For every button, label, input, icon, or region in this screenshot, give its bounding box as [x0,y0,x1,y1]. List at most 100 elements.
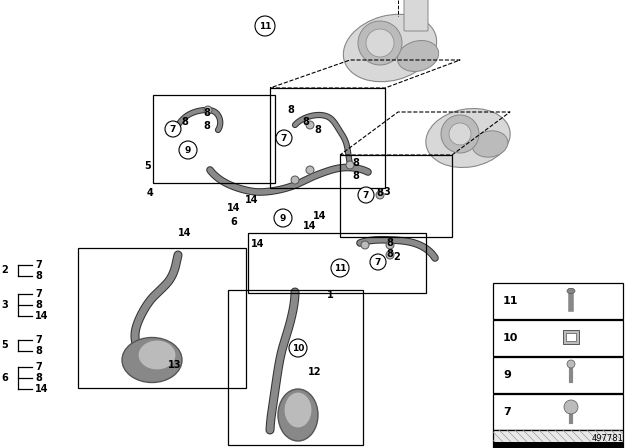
Ellipse shape [397,40,438,72]
Ellipse shape [284,392,312,428]
Text: 2: 2 [394,252,401,262]
Text: 8: 8 [387,238,394,248]
FancyBboxPatch shape [404,0,428,31]
Circle shape [255,16,275,36]
Bar [493,394,623,430]
Text: 8: 8 [376,188,383,198]
Bar [78,248,246,388]
Text: 14: 14 [252,239,265,249]
Text: 5: 5 [145,161,152,171]
Text: 7: 7 [35,362,42,372]
Text: 7: 7 [35,335,42,345]
Circle shape [281,134,289,142]
Ellipse shape [122,337,182,383]
Circle shape [358,187,374,203]
Text: 7: 7 [375,258,381,267]
Text: 14: 14 [303,221,317,231]
Circle shape [361,241,369,249]
Text: 14: 14 [245,195,259,205]
Text: 14: 14 [227,203,241,213]
Circle shape [346,161,354,169]
Text: 8: 8 [315,125,321,135]
Text: 14: 14 [35,384,49,394]
Circle shape [276,130,292,146]
Text: 8: 8 [204,108,211,118]
Bar [493,430,623,448]
Text: 14: 14 [179,228,192,238]
Bar [153,95,275,183]
Circle shape [306,121,314,129]
Ellipse shape [567,289,575,293]
Bar [228,290,363,445]
Circle shape [279,214,287,222]
Circle shape [366,29,394,57]
Bar [493,283,623,319]
Text: 3: 3 [1,300,8,310]
Text: 8: 8 [35,300,42,310]
Text: 8: 8 [182,117,188,127]
Text: 4: 4 [147,188,154,198]
Bar [493,320,623,356]
Ellipse shape [343,14,436,82]
Text: 9: 9 [185,146,191,155]
Bar [563,330,579,344]
Text: 8: 8 [35,373,42,383]
Circle shape [441,115,479,153]
Text: 11: 11 [333,263,346,272]
Text: 5: 5 [1,340,8,350]
Text: 9: 9 [503,370,511,380]
Text: 7: 7 [281,134,287,142]
Text: 10: 10 [503,333,518,343]
Text: 7: 7 [363,190,369,199]
Text: 12: 12 [308,367,322,377]
Circle shape [179,141,197,159]
Circle shape [171,126,179,134]
Text: 8: 8 [35,345,42,356]
Text: 8: 8 [353,158,360,168]
Circle shape [374,258,382,266]
Text: 7: 7 [170,125,176,134]
Circle shape [165,121,181,137]
Circle shape [184,146,192,154]
Circle shape [358,21,402,65]
Text: 8: 8 [387,249,394,259]
Text: 7: 7 [35,259,42,270]
Text: 6: 6 [1,373,8,383]
Ellipse shape [426,108,510,168]
Circle shape [449,123,471,145]
Text: 2: 2 [1,265,8,275]
Text: 9: 9 [280,214,286,223]
Text: 8: 8 [287,105,294,115]
Bar [566,333,576,341]
Text: 13: 13 [168,360,182,370]
Bar [493,357,623,393]
Bar [248,233,426,293]
Circle shape [386,251,394,259]
Text: 8: 8 [204,121,211,131]
Circle shape [567,360,575,368]
Text: 6: 6 [230,217,237,227]
Circle shape [204,106,212,114]
Circle shape [564,400,578,414]
Circle shape [361,191,369,199]
Text: 8: 8 [353,171,360,181]
Ellipse shape [138,340,176,370]
Text: 8: 8 [303,117,309,127]
Circle shape [306,166,314,174]
Text: 11: 11 [259,22,271,30]
Text: 7: 7 [503,407,511,417]
Text: 3: 3 [383,187,390,197]
Bar [340,155,452,237]
Bar [493,442,623,448]
Text: 10: 10 [292,344,304,353]
Circle shape [291,176,299,184]
Text: 7: 7 [35,289,42,299]
Text: 11: 11 [503,296,518,306]
Text: 1: 1 [326,290,333,300]
Circle shape [331,259,349,277]
Ellipse shape [278,389,318,441]
Circle shape [370,254,386,270]
Circle shape [274,209,292,227]
Text: 497781: 497781 [591,434,623,443]
Text: 8: 8 [35,271,42,280]
